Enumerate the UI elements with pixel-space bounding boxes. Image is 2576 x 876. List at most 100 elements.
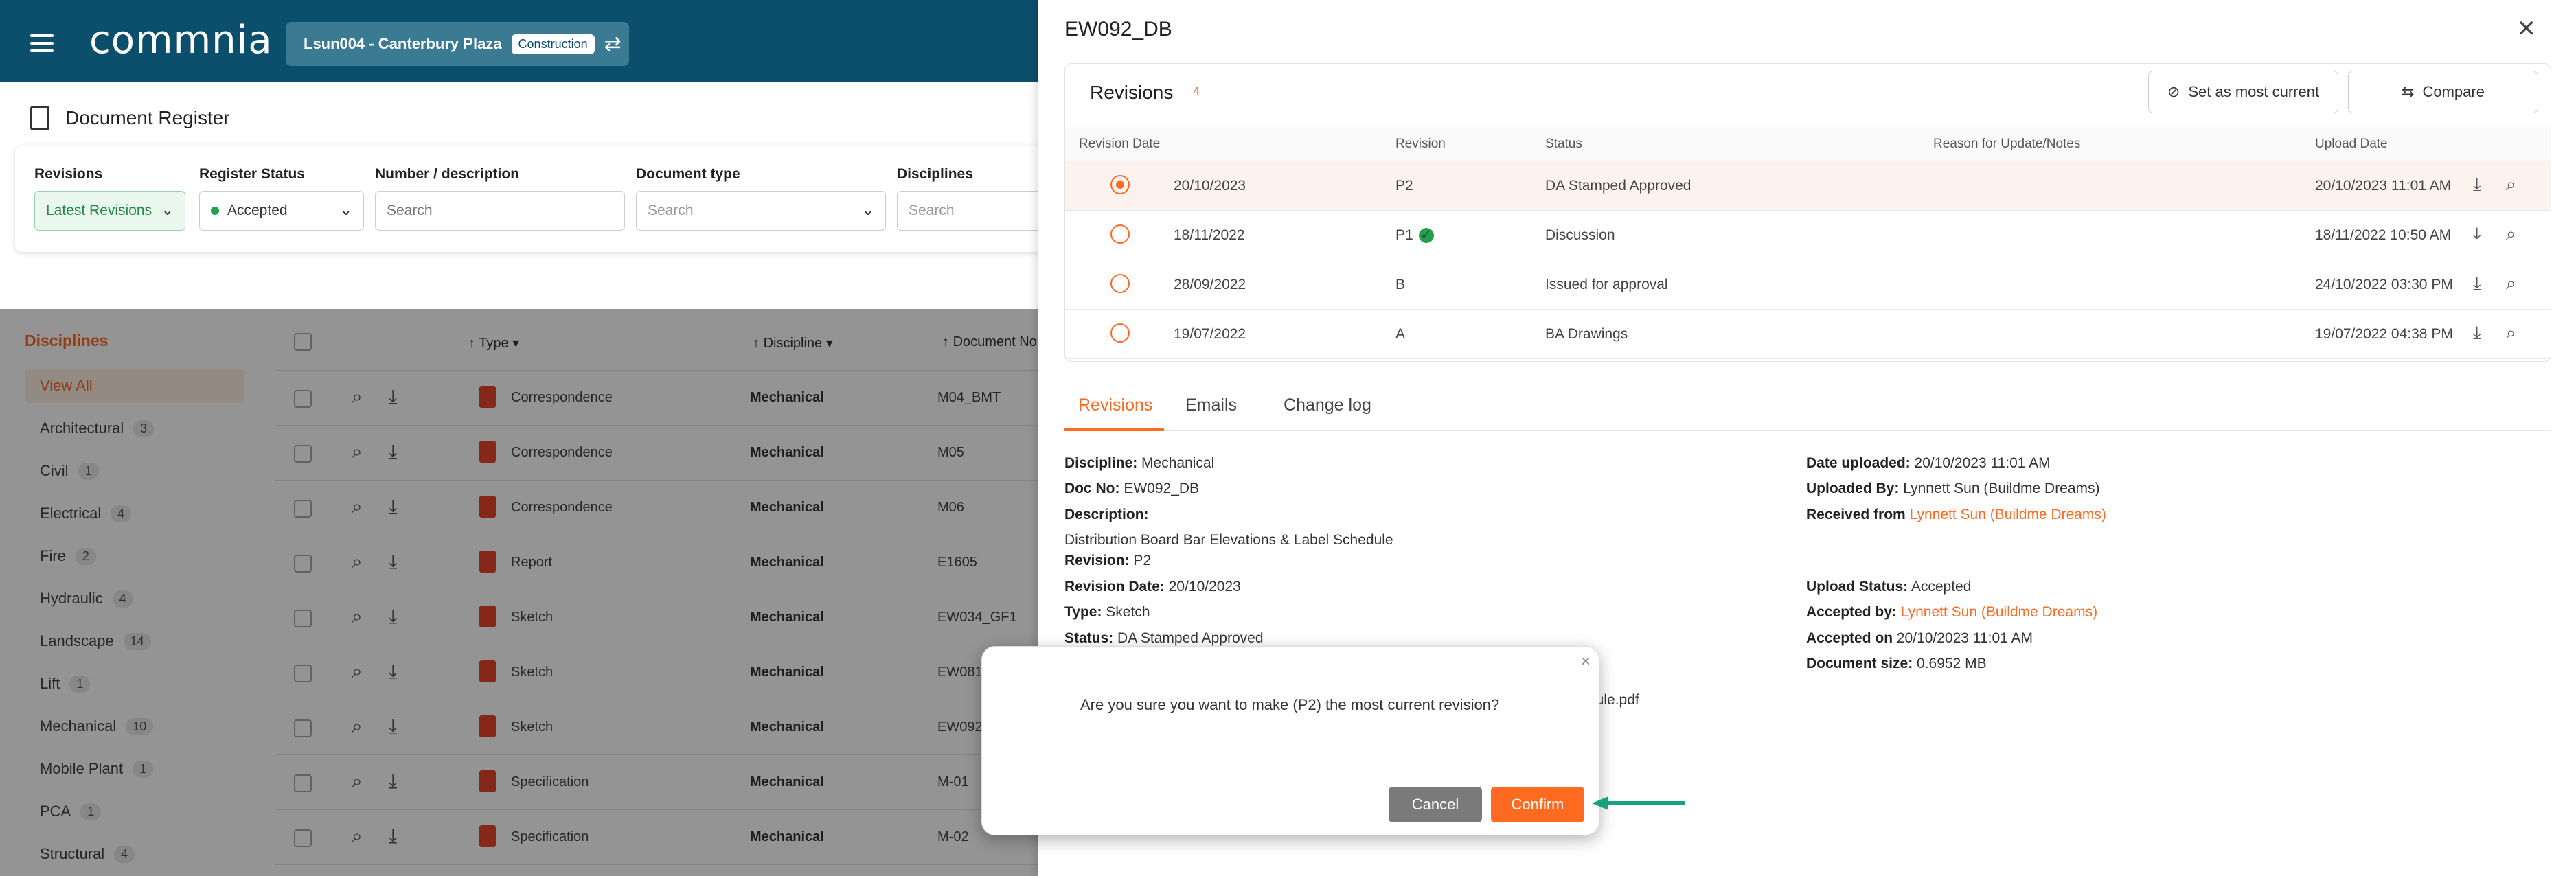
sidebar-item-architectural[interactable]: Architectural 3 [25,411,244,446]
download-icon[interactable]: ⤓ [389,386,398,407]
menu-icon[interactable] [30,34,54,57]
table-row[interactable]: ⌕ ⤓ Sketch Mechanical EW034_GF1 [275,590,1040,645]
sidebar-item-electrical[interactable]: Electrical 4 [25,496,244,531]
cell-discipline: Mechanical [750,555,824,570]
download-icon[interactable]: ⤓ [389,551,398,572]
revision-code: P1 ✓ [1395,227,1434,244]
compare-icon: ⇆ [2402,83,2415,100]
table-row[interactable]: ⌕ ⤓ Specification Mechanical M-02 [275,810,1040,865]
download-icon[interactable]: ⤓ [2473,174,2481,194]
cancel-button[interactable]: Cancel [1389,787,1482,822]
revision-radio[interactable] [1110,323,1130,343]
search-icon[interactable]: ⌕ [352,496,363,517]
search-icon[interactable]: ⌕ [352,386,363,407]
tab-revisions[interactable]: Revisions [1078,395,1153,415]
download-icon[interactable]: ⤓ [2473,322,2481,343]
row-checkbox[interactable] [294,610,312,627]
table-row[interactable]: ⌕ ⤓ Sketch Mechanical EW081 [275,645,1040,700]
revision-row[interactable]: 19/07/2022 A BA Drawings 19/07/2022 04:38 P… [1065,310,2551,359]
app-logo[interactable]: commnia [89,18,273,62]
sidebar-item-mechanical[interactable]: Mechanical 10 [25,709,244,744]
search-icon[interactable]: ⌕ [352,441,363,462]
download-icon[interactable]: ⤓ [389,715,398,737]
tab-emails[interactable]: Emails [1185,395,1238,415]
revision-row[interactable]: 20/10/2023 P2 DA Stamped Approved 20/10/202… [1065,161,2551,211]
search-icon[interactable]: ⌕ [352,660,363,682]
search-icon[interactable]: ⌕ [2506,273,2516,293]
sidebar-item-mobile-plant[interactable]: Mobile Plant 1 [25,752,244,786]
register-status-select[interactable]: Accepted ⌄ [199,191,364,231]
sidebar-item-label: View All [40,377,93,394]
sidebar-item-pca[interactable]: PCA 1 [25,794,244,829]
compare-button[interactable]: ⇆ Compare [2348,71,2538,113]
close-icon[interactable]: × [1580,652,1591,671]
revision-status: DA Stamped Approved [1545,178,1691,194]
sidebar-item-civil[interactable]: Civil 1 [25,454,244,488]
table-row[interactable]: ⌕ ⤓ Sketch Mechanical EW092 [275,700,1040,755]
download-icon[interactable]: ⤓ [389,825,398,846]
table-row[interactable]: ⌕ ⤓ Correspondence Mechanical M06 [275,481,1040,535]
search-icon[interactable]: ⌕ [2506,223,2516,244]
close-icon[interactable]: ✕ [2516,16,2537,42]
confirm-button[interactable]: Confirm [1491,787,1584,822]
sidebar-title: Disciplines [25,332,109,349]
select-all-checkbox[interactable] [294,333,312,351]
table-row[interactable]: ⌕ ⤓ Correspondence Mechanical M04_BMT [275,371,1040,426]
revisions-filter-select[interactable]: Latest Revisions ⌄ [34,191,185,231]
search-icon[interactable]: ⌕ [352,715,363,737]
sidebar-item-landscape[interactable]: Landscape 14 [25,624,244,658]
sidebar-item-fire[interactable]: Fire 2 [25,539,244,573]
row-checkbox[interactable] [294,500,312,518]
set-most-current-button[interactable]: ⊘ Set as most current [2148,71,2338,113]
number-description-input[interactable] [375,191,625,231]
row-checkbox[interactable] [294,445,312,463]
row-checkbox[interactable] [294,774,312,792]
col-docno-header[interactable]: ↑ Document No [942,334,1037,349]
download-icon[interactable]: ⤓ [389,441,398,462]
sidebar-item-label: Fire [40,547,66,564]
disciplines-filter-input[interactable]: Search [897,191,1040,231]
accepted-by-link[interactable]: Lynnett Sun (Buildme Dreams) [1900,604,2098,620]
revision-row[interactable]: 28/09/2022 B Issued for approval 24/10/2022… [1065,260,2551,310]
search-icon[interactable]: ⌕ [352,606,363,627]
col-discipline-header[interactable]: ↑ Discipline ▾ [753,336,833,351]
swap-project-icon[interactable]: ⇄ [604,32,622,56]
table-row[interactable]: ⌕ ⤓ Correspondence Mechanical M05 [275,426,1040,481]
download-icon[interactable]: ⤓ [389,660,398,682]
row-checkbox[interactable] [294,555,312,573]
revision-row[interactable]: 18/11/2022 P1 ✓ Discussion 18/11/2022 10:50 … [1065,211,2551,260]
document-type-select[interactable]: Search ⌄ [636,191,886,231]
download-icon[interactable]: ⤓ [2473,223,2481,244]
download-icon[interactable]: ⤓ [389,770,398,792]
search-icon[interactable]: ⌕ [2506,174,2516,194]
download-icon[interactable]: ⤓ [389,606,398,627]
search-icon[interactable]: ⌕ [2506,322,2516,343]
sidebar-item-hydraulic[interactable]: Hydraulic 4 [25,581,244,616]
download-icon[interactable]: ⤓ [2473,273,2481,293]
sidebar-item-lift[interactable]: Lift 1 [25,667,244,701]
col-type-header[interactable]: ↑ Type ▾ [468,336,520,351]
revision-radio[interactable] [1110,274,1130,293]
table-row[interactable]: ⌕ ⤓ Specification Mechanical M-01 [275,755,1040,810]
sidebar-item-label: Landscape [40,632,114,649]
row-checkbox[interactable] [294,390,312,408]
search-icon[interactable]: ⌕ [352,551,363,572]
sidebar-item-view-all[interactable]: View All [25,369,244,403]
table-row[interactable]: ⌕ ⤓ Report Mechanical E1605 [275,535,1040,590]
revision-radio[interactable] [1110,175,1130,194]
row-checkbox[interactable] [294,829,312,847]
search-icon[interactable]: ⌕ [352,770,363,792]
received-from-link[interactable]: Lynnett Sun (Buildme Dreams) [1909,507,2106,522]
download-icon[interactable]: ⤓ [389,496,398,517]
revision-radio[interactable] [1110,224,1130,244]
detail-file-link[interactable]: dule.pdf [1588,692,1639,708]
row-checkbox[interactable] [294,665,312,682]
sidebar-item-structural[interactable]: Structural 4 [25,837,244,871]
tab-change-log[interactable]: Change log [1284,395,1371,415]
status-dot-icon [211,207,219,215]
row-checkbox[interactable] [294,719,312,737]
count-badge: 14 [123,632,151,650]
project-selector[interactable]: Lsun004 - Canterbury Plaza Construction … [286,22,629,66]
detail-discipline: Discipline: Mechanical [1064,455,1215,471]
search-icon[interactable]: ⌕ [352,825,363,846]
